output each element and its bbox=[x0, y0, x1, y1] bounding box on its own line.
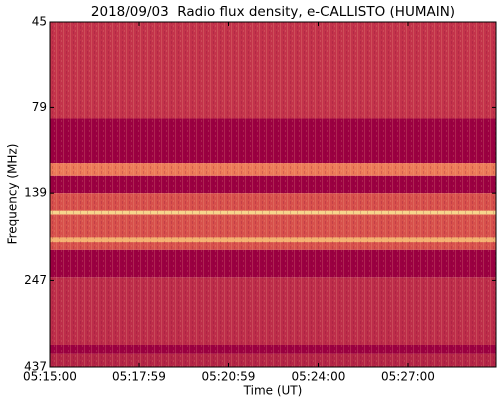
y-axis-label: Frequency (MHz) bbox=[6, 144, 20, 245]
texture bbox=[50, 22, 496, 367]
x-tick-label: 05:24:00 bbox=[292, 370, 346, 384]
chart-title: 2018/09/03 Radio flux density, e-CALLIST… bbox=[91, 4, 455, 20]
y-tick-label: 79 bbox=[32, 100, 47, 114]
y-tick-label: 45 bbox=[32, 15, 47, 29]
x-tick-label: 05:27:00 bbox=[381, 370, 435, 384]
x-tick-label: 05:17:59 bbox=[112, 370, 166, 384]
y-tick-label: 139 bbox=[24, 186, 47, 200]
x-tick-label: 05:15:00 bbox=[23, 370, 77, 384]
x-tick-label: 05:20:59 bbox=[202, 370, 256, 384]
y-tick-label: 247 bbox=[24, 273, 47, 287]
frame bbox=[49, 21, 497, 368]
y-tick-label: 437 bbox=[24, 360, 47, 374]
x-axis-label: Time (UT) bbox=[243, 384, 303, 398]
